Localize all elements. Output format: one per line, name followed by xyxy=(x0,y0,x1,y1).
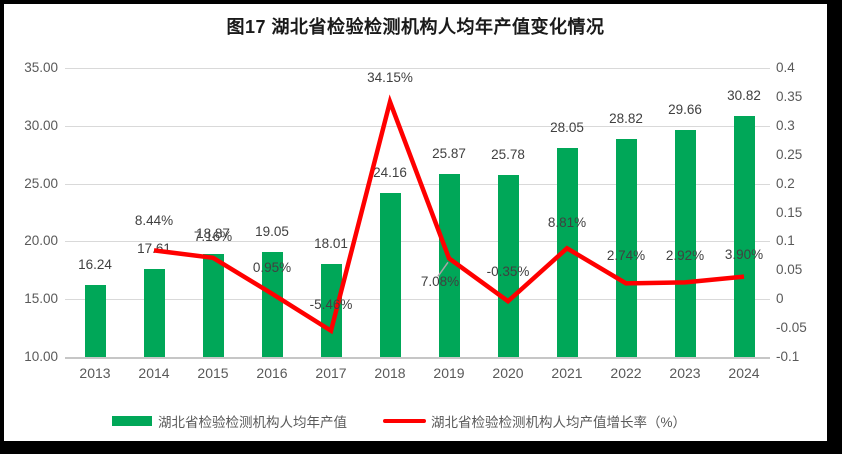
line-data-label: 0.95% xyxy=(252,259,292,275)
legend-line-swatch xyxy=(383,419,426,423)
chart-canvas: 图17 湖北省检验检测机构人均年产值变化情况 35.00 30.00 25.00 20… xyxy=(4,4,827,441)
legend-bar-swatch xyxy=(112,416,152,426)
x-axis-tick-label: 2019 xyxy=(433,365,465,381)
x-axis-tick-label: 2013 xyxy=(79,365,111,381)
line-data-label: 7.08% xyxy=(420,274,460,290)
legend: 湖北省检验检测机构人均年产值 湖北省检验检测机构人均产值增长率（%） xyxy=(112,411,686,431)
right-axis-tick-label: 0.3 xyxy=(776,117,795,133)
right-axis-tick-label: 0.1 xyxy=(776,233,795,249)
x-axis-line xyxy=(65,357,770,359)
line-data-label: 7.16% xyxy=(193,228,233,244)
legend-line-label: 湖北省检验检测机构人均产值增长率（%） xyxy=(431,415,687,430)
line-data-label: 34.15% xyxy=(367,69,413,85)
x-axis-tick-label: 2023 xyxy=(669,365,701,381)
right-axis-tick-label: 0.35 xyxy=(776,88,803,104)
bar-2018 xyxy=(379,193,401,357)
bar-2013 xyxy=(84,284,106,357)
right-axis-tick-label: 0.4 xyxy=(776,60,795,75)
bar-2023 xyxy=(674,129,696,357)
left-axis-tick-label: 25.00 xyxy=(24,175,58,191)
x-axis-tick-label: 2020 xyxy=(492,365,524,381)
bar-data-label: 24.16 xyxy=(373,165,407,181)
line-data-label: 2.92% xyxy=(665,248,705,264)
bar-data-label: 18.01 xyxy=(314,236,348,252)
left-axis-tick-label: 15.00 xyxy=(24,291,58,307)
bar-2021 xyxy=(556,148,578,357)
gridline xyxy=(65,68,770,69)
x-axis-tick-label: 2024 xyxy=(728,365,760,381)
gridline xyxy=(65,183,770,185)
bar-data-label: 17.61 xyxy=(137,241,171,257)
line-data-label: 3.90% xyxy=(724,246,764,262)
left-axis-tick-label: 20.00 xyxy=(24,233,58,249)
x-axis-tick-label: 2018 xyxy=(374,365,406,381)
x-axis-tick-label: 2021 xyxy=(551,365,583,381)
bar-2014 xyxy=(143,269,165,357)
left-axis-tick-label: 35.00 xyxy=(24,60,58,75)
line-data-label: -5.46% xyxy=(309,296,353,312)
bar-data-label: 16.24 xyxy=(78,256,112,272)
left-axis-tick-label: 10.00 xyxy=(24,349,58,364)
bar-data-label: 28.05 xyxy=(550,120,584,136)
bar-data-label: 19.05 xyxy=(255,224,289,240)
gridline xyxy=(65,125,770,127)
right-axis-tick-label: 0.25 xyxy=(776,146,803,162)
x-axis-tick-label: 2015 xyxy=(197,365,229,381)
bar-data-label: 30.82 xyxy=(727,88,761,104)
right-axis-tick-label: 0 xyxy=(776,291,784,307)
line-data-label: -0.35% xyxy=(486,264,530,280)
x-axis-tick-label: 2022 xyxy=(610,365,642,381)
bar-data-label: 28.82 xyxy=(609,111,643,127)
right-axis-tick-label: 0.05 xyxy=(776,262,803,278)
bar-2024 xyxy=(733,116,755,357)
x-axis-tick-label: 2016 xyxy=(256,365,288,381)
left-axis-tick-label: 30.00 xyxy=(24,117,58,133)
chart-title: 图17 湖北省检验检测机构人均年产值变化情况 xyxy=(226,17,605,37)
bar-2015 xyxy=(202,254,224,357)
gridline xyxy=(65,299,770,301)
line-data-label: 2.74% xyxy=(606,248,646,264)
legend-bar-label: 湖北省检验检测机构人均年产值 xyxy=(158,415,347,430)
right-axis-tick-label: -0.05 xyxy=(776,320,807,336)
right-axis-tick-label: 0.2 xyxy=(776,175,795,191)
bar-2019 xyxy=(438,173,460,357)
x-axis-tick-label: 2017 xyxy=(315,365,347,381)
line-data-label: 8.44% xyxy=(134,213,174,229)
bar-data-label: 25.87 xyxy=(432,145,466,161)
bar-data-label: 29.66 xyxy=(668,101,702,117)
line-data-label: 8.81% xyxy=(547,215,587,231)
right-axis-tick-label: -0.1 xyxy=(776,349,800,364)
x-axis-tick-label: 2014 xyxy=(138,365,170,381)
right-axis-tick-label: 0.15 xyxy=(776,204,803,220)
bar-data-label: 25.78 xyxy=(491,146,525,162)
